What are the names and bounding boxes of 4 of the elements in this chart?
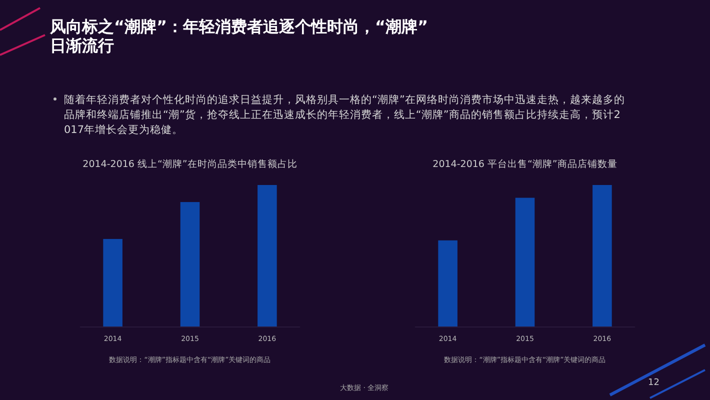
chart-title: 2014-2016 线上“潮牌”在时尚品类中销售额占比 <box>82 158 298 170</box>
chart-title: 2014-2016 平台出售“潮牌”商品店铺数量 <box>432 158 618 170</box>
text: 随着年轻消费者对个性化时尚的追求日益提升，风格别具一格的“潮牌”在网络时尚消费市场中迅速走热，越来越多的品牌和终端店铺推出“潮”货，抢夺线上正在迅速成长的年轻消费者，线上“潮牌”商品的销售额占比持续走高，预计2017年增长会更为稳健。 <box>64 93 625 136</box>
text: 风向标之“潮牌”：年轻消费者追逐个性时尚，“潮牌”日渐流行 <box>49 17 428 55</box>
